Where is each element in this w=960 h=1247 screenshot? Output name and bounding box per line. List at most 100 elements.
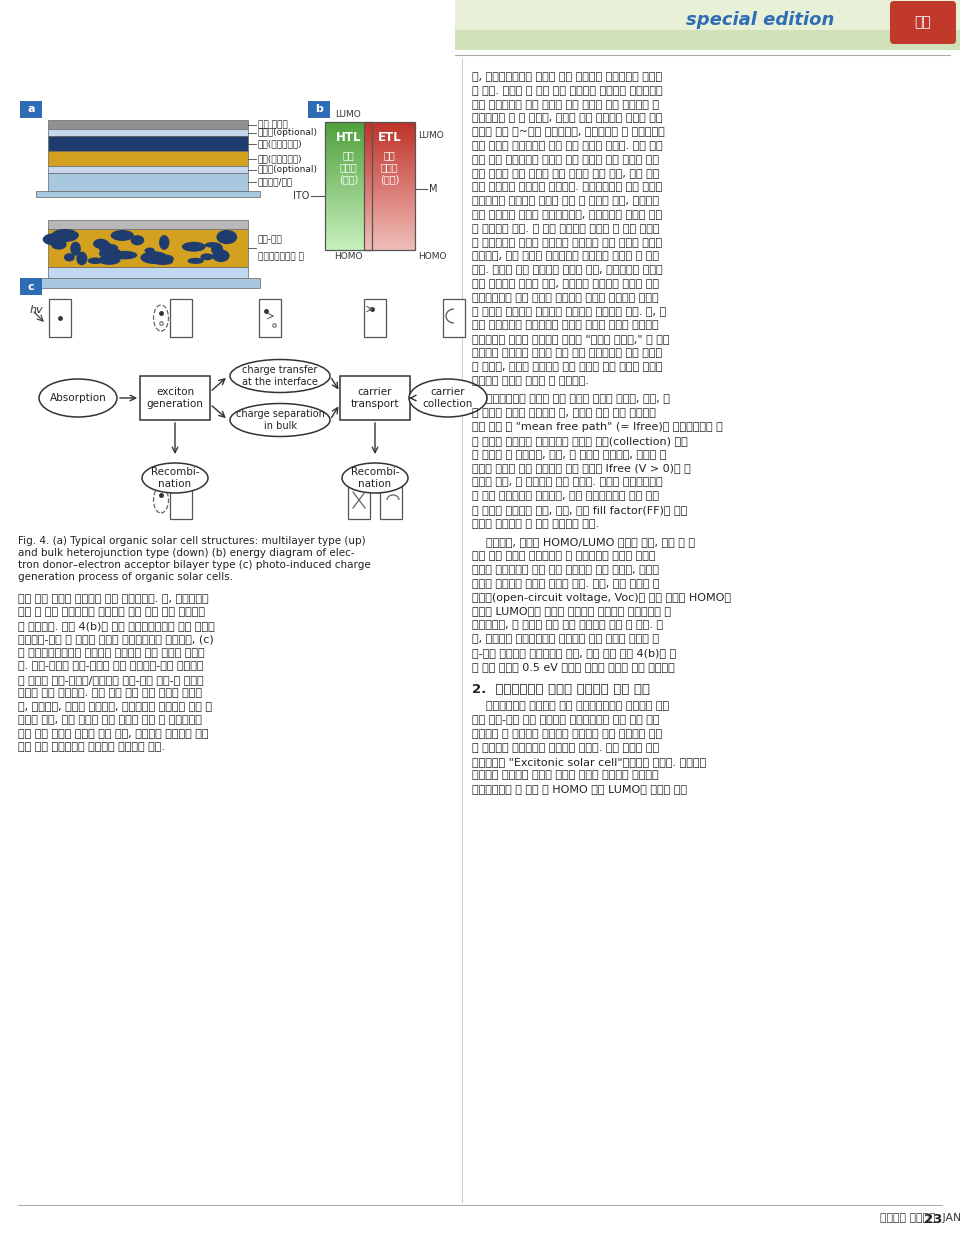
Text: 수송층: 수송층 [381, 162, 398, 172]
Text: Fig. 4. (a) Typical organic solar cell structures: multilayer type (up): Fig. 4. (a) Typical organic solar cell s… [18, 536, 366, 546]
Text: 등의 방법으로 박막을 형성함으로써, 이종접합이 흡광층 전체: 등의 방법으로 박막을 형성함으로써, 이종접합이 흡광층 전체 [472, 209, 662, 219]
Bar [364, 171, 415, 173]
Bar [364, 153, 415, 156]
Bar [364, 136, 415, 140]
Bar [325, 121, 372, 125]
Bar [325, 143, 372, 146]
Text: 때 재결합 가능성이 늘어나는 한계점이 발생하게 된다. 즉, 엑: 때 재결합 가능성이 늘어나는 한계점이 발생하게 된다. 즉, 엑 [472, 307, 666, 317]
Bar [20, 278, 42, 296]
Bar [325, 232, 372, 236]
Bar [364, 121, 415, 125]
Text: Recombi-
nation: Recombi- nation [350, 468, 399, 489]
Text: Absorption: Absorption [50, 393, 107, 403]
Bar [325, 226, 372, 228]
Bar [325, 141, 372, 143]
Bar [48, 151, 248, 166]
Bar [364, 166, 415, 168]
Text: 다. 흡광-엑시톤 생성-확산에 의해 전자주개-받개 접합위치: 다. 흡광-엑시톤 생성-확산에 의해 전자주개-받개 접합위치 [18, 661, 204, 671]
Bar [325, 198, 372, 201]
Bar [325, 123, 372, 126]
Text: a: a [27, 105, 35, 115]
Bar [364, 172, 415, 176]
Text: 전압을 결정하는 중요한 역할을 한다. 특히, 최대 가능한 개: 전압을 결정하는 중요한 역할을 한다. 특히, 최대 가능한 개 [472, 579, 660, 589]
Bar [443, 299, 465, 337]
Text: 정공: 정공 [343, 150, 354, 160]
Bar [20, 101, 42, 118]
Text: LUMO: LUMO [418, 131, 444, 141]
Bar [364, 241, 415, 243]
Bar [364, 130, 415, 132]
Text: 전달과 같이 요약된다. 위와 같은 전하 발생 원리를 고려할: 전달과 같이 요약된다. 위와 같은 전하 발생 원리를 고려할 [18, 688, 202, 698]
Bar [364, 198, 415, 201]
Text: 최소화하는 방법의 이상적인 구조는 "섞이되 분리된," 즉 벌크: 최소화하는 방법의 이상적인 구조는 "섞이되 분리된," 즉 벌크 [472, 334, 669, 344]
Text: 이 대략 적어도 0.5 eV 내외의 에너지 차이가 접합 부위에서: 이 대략 적어도 0.5 eV 내외의 에너지 차이가 접합 부위에서 [472, 662, 675, 672]
Bar [325, 136, 372, 140]
Text: 경우 이종접합이 있는 곳까지 확산 과정에 의해 이동해야 전: 경우 이종접합이 있는 곳까지 확산 과정에 의해 이동해야 전 [472, 100, 659, 110]
Bar [325, 132, 372, 135]
Text: 보장되는 구조를 이루는 게 중요하다.: 보장되는 구조를 이루는 게 중요하다. [472, 375, 589, 385]
Text: 대적 위치 등으로 나타내지는 셀 구성층간의 에너지 구조는: 대적 위치 등으로 나타내지는 셀 구성층간의 에너지 구조는 [472, 551, 656, 561]
Text: 금속 캐소드: 금속 캐소드 [258, 120, 288, 128]
Bar [364, 186, 415, 188]
Text: 이 된다. 따라서 셀 내의 특정 지점에서 엑시톤이 발생하였을: 이 된다. 따라서 셀 내의 특정 지점에서 엑시톤이 발생하였을 [472, 86, 662, 96]
Bar [325, 239, 372, 242]
Bar [325, 135, 372, 137]
FancyBboxPatch shape [890, 1, 956, 44]
Bar [48, 136, 248, 151]
Text: 전하이동도를 높이는 것도 중요한 역할을 하는데, 특히, 전: 전하이동도를 높이는 것도 중요한 역할을 하는데, 특히, 전 [472, 394, 670, 404]
Bar [364, 216, 415, 218]
Ellipse shape [342, 463, 408, 493]
Text: 점은 전자-정공 짝인 엑시톤의 결합에너지가 훨씬 커서 빛을: 점은 전자-정공 짝인 엑시톤의 결합에너지가 훨씬 커서 빛을 [472, 716, 660, 726]
Bar [364, 243, 415, 246]
Text: 극 쪽으로 전하를 이동시킬 때, 전하의 수명 동안 이동하는: 극 쪽으로 전하를 이동시킬 때, 전하의 수명 동안 이동하는 [472, 408, 656, 418]
Bar [325, 147, 372, 150]
Bar [325, 145, 372, 147]
Text: generation process of organic solar cells.: generation process of organic solar cell… [18, 572, 233, 582]
Text: 받개 각 층이 흡광영역을 배분하여 전체 셀의 유효 흡광대역: 받개 각 층이 흡광영역을 배분하여 전체 셀의 유효 흡광대역 [18, 607, 205, 617]
Text: 기장을 고려한 실제 전기장은 점점 작아져 lfree (V > 0)도 줄: 기장을 고려한 실제 전기장은 점점 작아져 lfree (V > 0)도 줄 [472, 464, 691, 474]
Text: 는 유기태양전지에서 광전하가 발생하는 작용 기전을 보여준: 는 유기태양전지에서 광전하가 발생하는 작용 기전을 보여준 [18, 648, 204, 658]
Text: 아들여지며, 이 차이를 크게 하여 광전압을 높일 수 있다. 한: 아들여지며, 이 차이를 크게 하여 광전압을 높일 수 있다. 한 [472, 620, 663, 630]
Bar [364, 175, 415, 177]
Bar [364, 209, 415, 212]
Text: 의 전압 의존성으로 말미암아, 높은 전하이동도를 갖는 물질: 의 전압 의존성으로 말미암아, 높은 전하이동도를 갖는 물질 [472, 491, 659, 501]
Bar [325, 158, 372, 161]
Bar [48, 219, 248, 229]
Bar [364, 158, 415, 161]
Text: 수집 등이 중요한 역할을 하게 되며, 대부분의 고효율화 전략: 수집 등이 중요한 역할을 하게 되며, 대부분의 고효율화 전략 [18, 729, 208, 739]
Ellipse shape [144, 248, 155, 253]
Text: charge separation
in bulk: charge separation in bulk [235, 409, 324, 430]
Bar [364, 222, 415, 224]
Text: 자유로운 캐리어로 나누기 위해선 별도의 에너지가 필요한데: 자유로운 캐리어로 나누기 위해선 별도의 에너지가 필요한데 [472, 771, 659, 781]
Text: 시톤 병목현상을 해소하면서 분리된 전하의 재결합 가능성을: 시톤 병목현상을 해소하면서 분리된 전하의 재결합 가능성을 [472, 320, 659, 330]
Text: 역시 이들 파라미터를 중심으로 진행되게 된다.: 역시 이들 파라미터를 중심으로 진행되게 된다. [18, 742, 165, 752]
Bar [48, 173, 248, 191]
Text: 에너지갭, 그리고 HOMO/LUMO 레벨의 주개, 받개 간 상: 에너지갭, 그리고 HOMO/LUMO 레벨의 주개, 받개 간 상 [472, 537, 695, 547]
Text: 가, 엑시톤으로부터 각각의 전하 캐리어로 나누어주는 원동력: 가, 엑시톤으로부터 각각의 전하 캐리어로 나누어주는 원동력 [472, 72, 662, 82]
Bar [364, 202, 415, 206]
Bar [325, 205, 372, 207]
Bar [325, 219, 372, 222]
Bar [364, 141, 415, 143]
Bar [364, 246, 415, 248]
Ellipse shape [98, 256, 121, 264]
Bar [325, 177, 372, 180]
Bar [364, 168, 415, 171]
Bar [170, 481, 192, 519]
Bar [364, 128, 415, 131]
Bar [325, 186, 372, 188]
Bar [325, 151, 372, 153]
Text: (주개): (주개) [339, 175, 358, 185]
Bar [325, 130, 372, 132]
Ellipse shape [51, 239, 66, 249]
Bar [325, 247, 372, 249]
Bar [325, 207, 372, 209]
Bar [36, 278, 260, 288]
Text: 을 넓혀준다. 그림 4(b)는 보통 유기태양전지에 많이 쓰이는: 을 넓혀준다. 그림 4(b)는 보통 유기태양전지에 많이 쓰이는 [18, 621, 215, 631]
Bar [170, 299, 192, 337]
Text: 으로 인한 문제를 해결하는 데도 효과적이다. 즉, 전자주개와: 으로 인한 문제를 해결하는 데도 효과적이다. 즉, 전자주개와 [18, 594, 208, 604]
Text: tron donor–electron acceptor bilayer type (c) photo-induced charge: tron donor–electron acceptor bilayer typ… [18, 560, 371, 570]
Text: 버피층(optional): 버피층(optional) [258, 128, 318, 137]
Ellipse shape [99, 248, 122, 259]
Bar [325, 216, 372, 218]
